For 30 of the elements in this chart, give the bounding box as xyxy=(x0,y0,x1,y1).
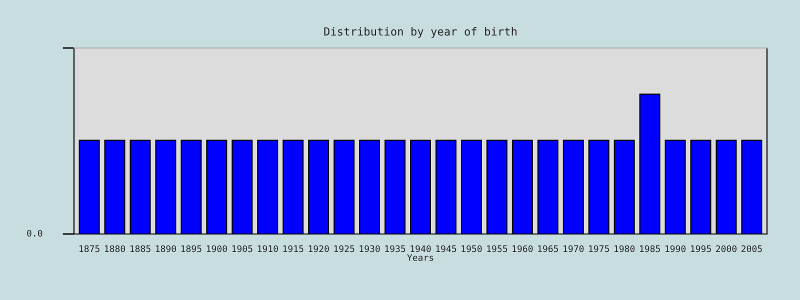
x-tick-label: 1935 xyxy=(385,245,406,252)
x-tick-label: 1995 xyxy=(690,245,711,252)
x-tick-label: 1910 xyxy=(258,245,278,252)
x-tick-label: 1885 xyxy=(130,245,150,252)
x-tick-label: 1990 xyxy=(665,245,686,252)
x-tick-label: 2000 xyxy=(716,245,737,252)
x-tick-label: 1955 xyxy=(487,245,508,252)
x-tick-label: 1980 xyxy=(614,245,635,252)
text: 0.0 xyxy=(27,230,42,237)
x-tick-label: 1900 xyxy=(206,245,227,252)
x-tick-label: 1895 xyxy=(181,245,202,252)
x-tick-label: 1965 xyxy=(538,245,558,252)
x-tick-label: 1960 xyxy=(512,245,533,252)
x-axis-title: Years xyxy=(407,254,434,261)
x-tick-label: 1975 xyxy=(589,245,609,252)
x-tick-label: 1985 xyxy=(640,245,660,252)
x-tick-label: 1945 xyxy=(436,245,456,252)
x-tick-label: 1930 xyxy=(360,245,380,252)
x-tick-label: 1970 xyxy=(564,245,584,252)
x-tick-label: 1925 xyxy=(334,245,354,252)
x-tick-label: 1920 xyxy=(308,245,329,252)
chart-title: Distribution by year of birth xyxy=(324,27,517,38)
x-tick-label: 1905 xyxy=(232,245,252,252)
x-tick-label: 1940 xyxy=(410,245,431,252)
x-tick-label: 1890 xyxy=(156,245,176,252)
x-tick-label: 1880 xyxy=(104,245,126,252)
x-tick-label: 2005 xyxy=(742,245,762,252)
x-tick-label: 1950 xyxy=(462,245,482,252)
x-tick-label: 1915 xyxy=(283,245,304,252)
x-tick-label: 1875 xyxy=(80,245,100,252)
